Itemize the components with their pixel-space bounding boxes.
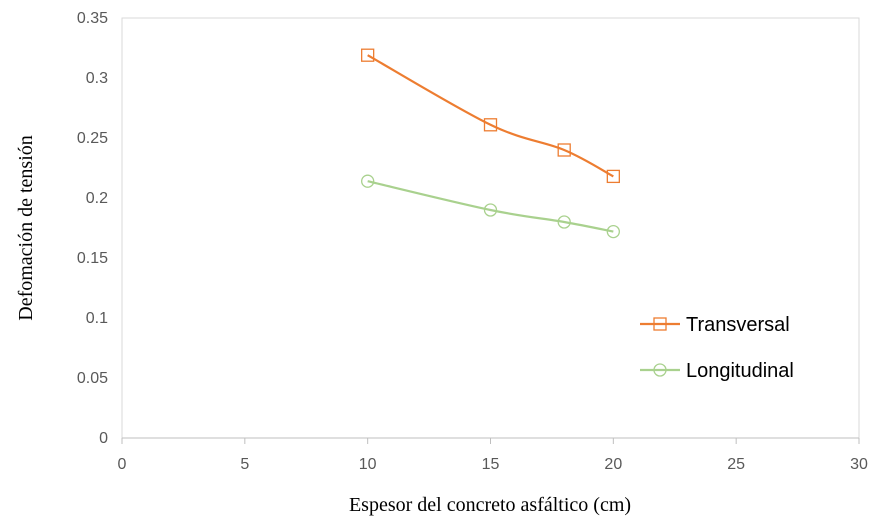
x-tick-label: 10 xyxy=(359,456,377,473)
data-point-transversal xyxy=(361,48,375,62)
legend: Transversal Longitudinal xyxy=(640,314,794,382)
data-point-transversal xyxy=(483,118,498,132)
x-tick-label: 15 xyxy=(482,456,500,473)
series-line-longitudinal xyxy=(367,180,614,233)
x-tick-label: 5 xyxy=(240,456,249,473)
data-point-longitudinal xyxy=(606,224,620,239)
data-point-longitudinal xyxy=(557,215,571,229)
y-axis-title: Defomación de tensión xyxy=(15,135,37,321)
x-axis-title: Espesor del concreto asfáltico (cm) xyxy=(349,494,631,516)
y-tick-label: 0.1 xyxy=(86,310,108,327)
legend-label-transversal: Transversal xyxy=(686,314,790,336)
y-tick-label: 0.25 xyxy=(77,130,108,147)
y-tick-label: 0.05 xyxy=(77,370,108,387)
x-axis-ticks: 0 5 10 15 20 25 30 xyxy=(118,438,868,473)
y-tick-label: 0.35 xyxy=(77,10,108,27)
y-tick-label: 0.15 xyxy=(77,250,108,267)
x-tick-label: 0 xyxy=(118,456,127,473)
y-axis-ticks: 0 0.05 0.1 0.15 0.2 0.25 0.3 0.35 xyxy=(77,10,108,447)
data-point-longitudinal xyxy=(483,203,498,217)
x-tick-label: 20 xyxy=(604,456,622,473)
legend-marker-transversal xyxy=(653,317,667,331)
series-line-transversal xyxy=(367,54,614,178)
y-tick-label: 0 xyxy=(99,430,108,447)
legend-marker-longitudinal xyxy=(653,363,667,377)
data-point-transversal xyxy=(606,169,620,184)
data-point-transversal xyxy=(557,143,571,157)
legend-label-longitudinal: Longitudinal xyxy=(686,360,794,382)
x-tick-label: 25 xyxy=(727,456,745,473)
data-point-longitudinal xyxy=(361,174,375,188)
y-tick-label: 0.3 xyxy=(86,70,108,87)
series-layer xyxy=(361,48,620,239)
x-tick-label: 30 xyxy=(850,456,868,473)
y-tick-label: 0.2 xyxy=(86,190,108,207)
